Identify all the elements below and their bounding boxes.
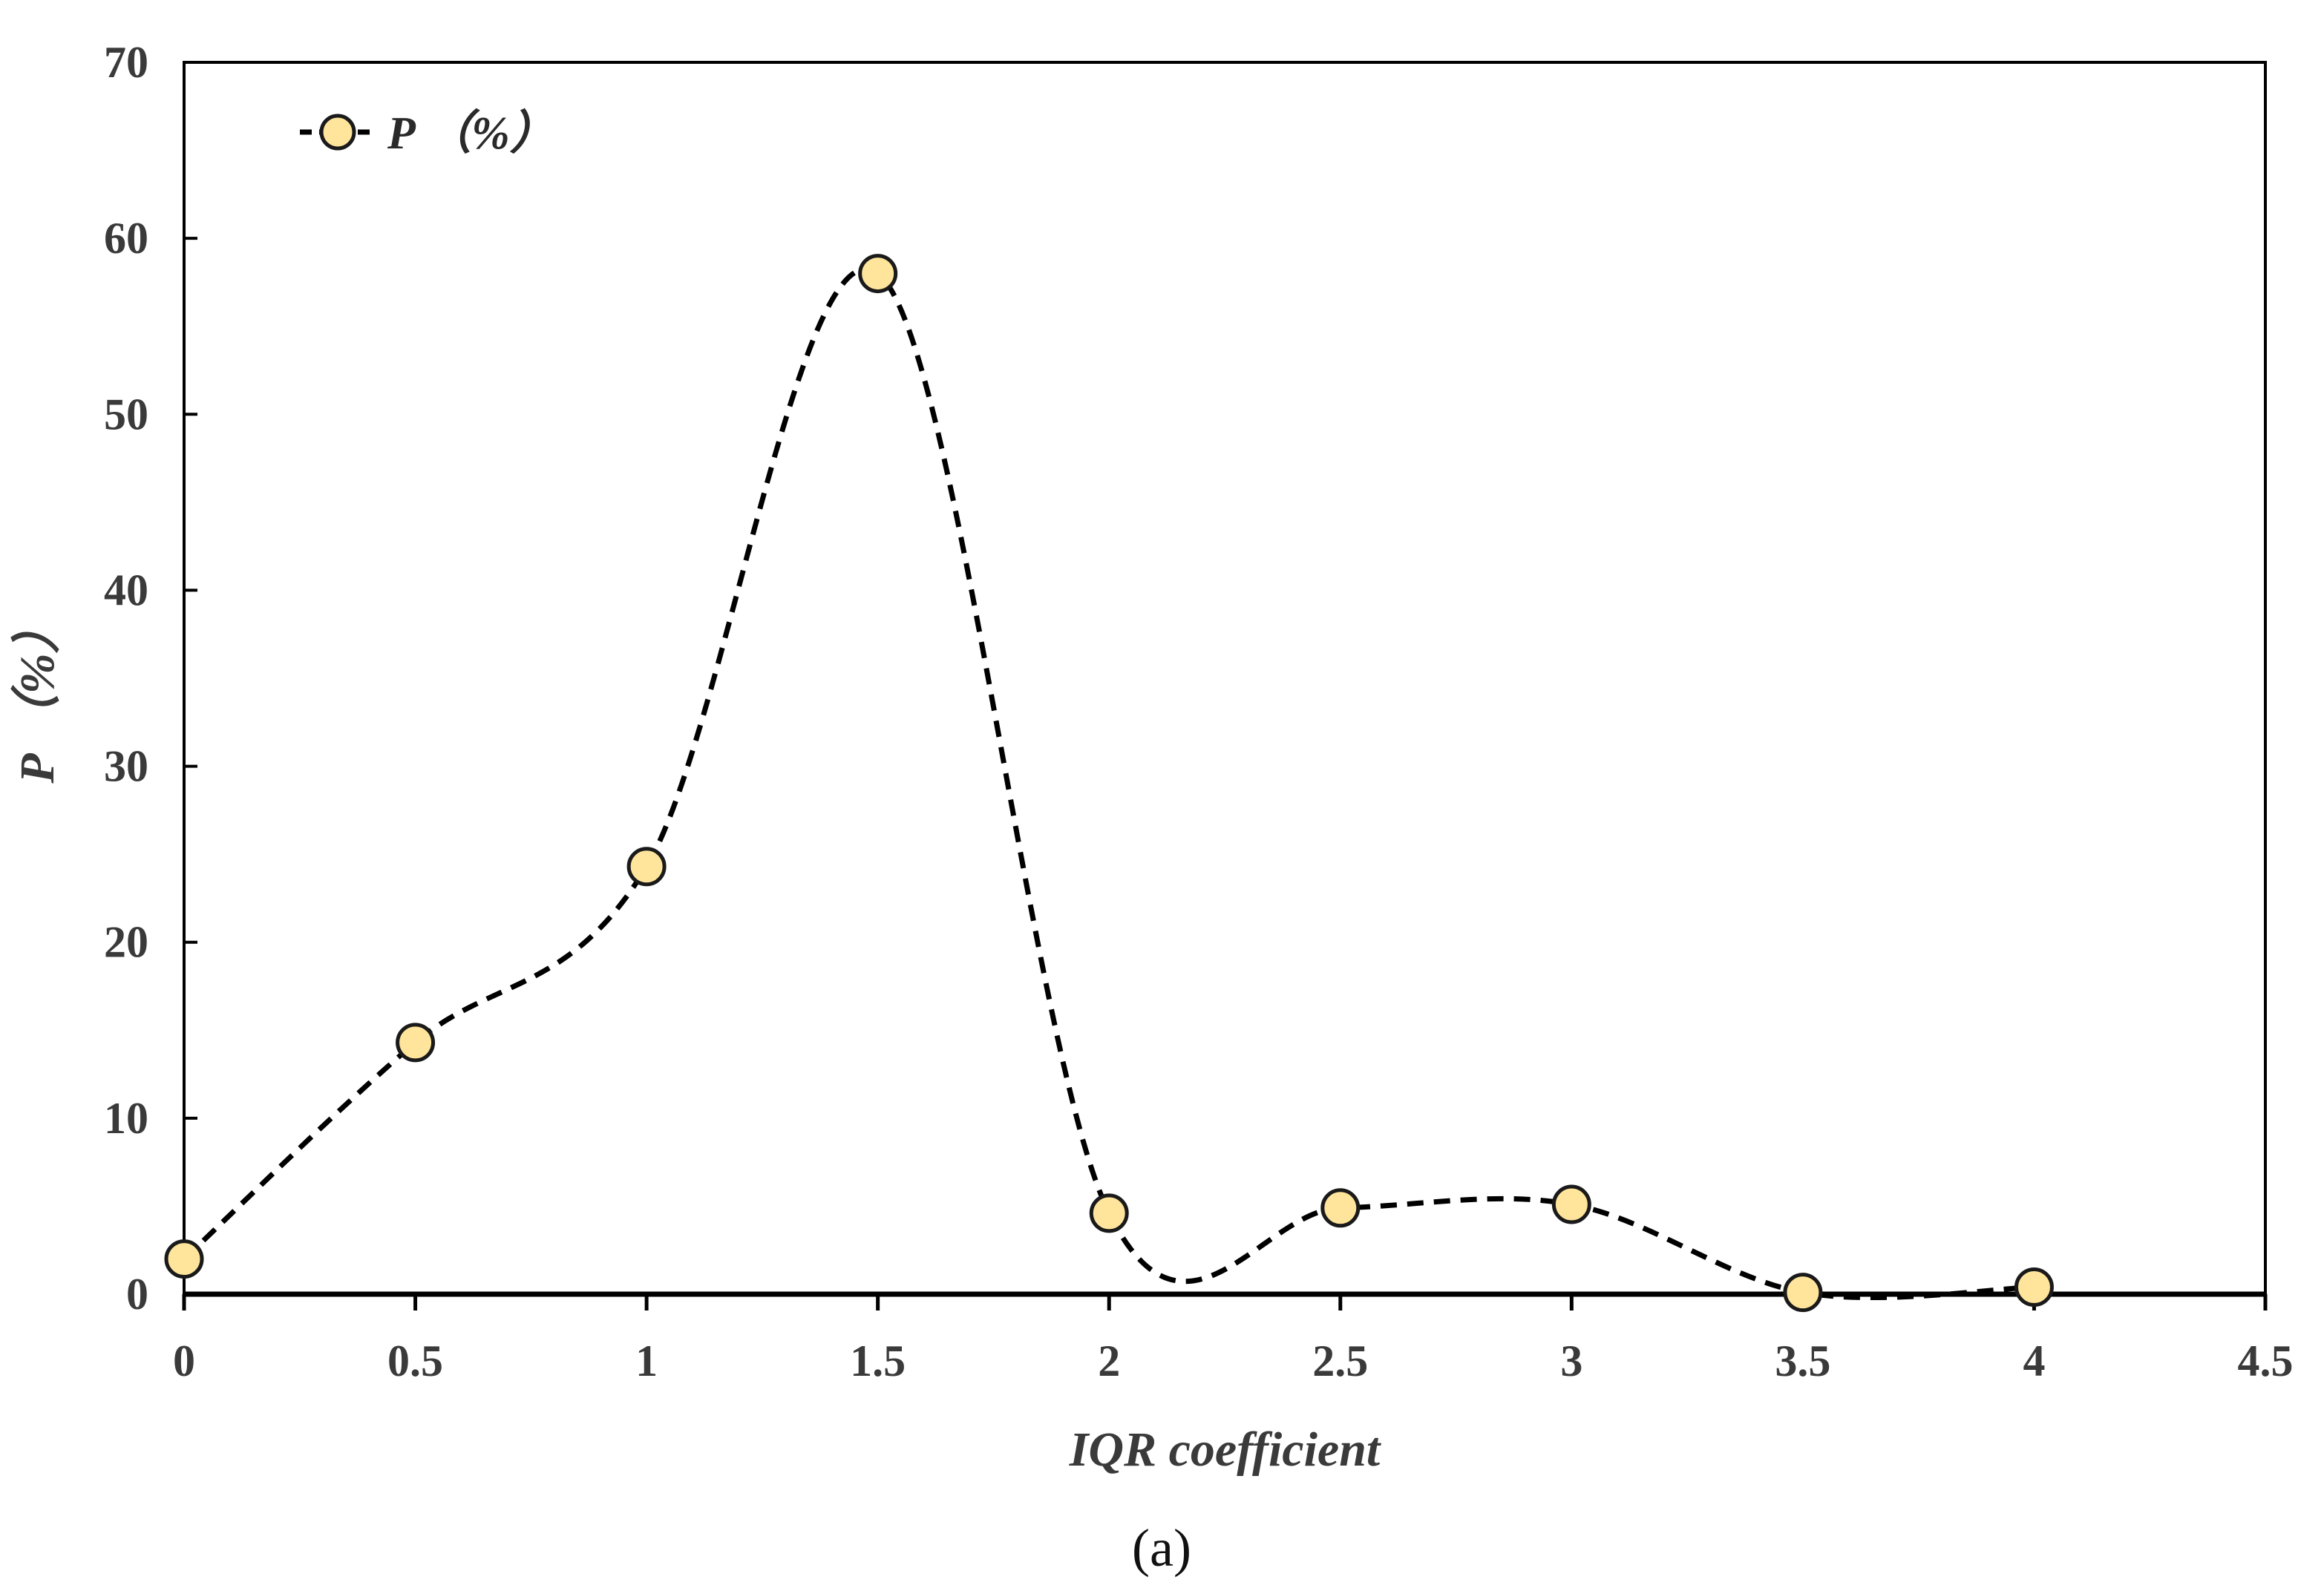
- figure-caption: (a): [1132, 1518, 1191, 1578]
- x-tick-label: 2.5: [1312, 1336, 1368, 1385]
- data-points: [164, 254, 2054, 1313]
- x-tick-label: 2: [1098, 1336, 1120, 1385]
- series-line: [182, 266, 2035, 1301]
- data-point: [396, 1023, 436, 1063]
- y-tick-label: 40: [104, 565, 148, 614]
- x-tick-label: 0: [173, 1336, 195, 1385]
- y-tick-label: 0: [126, 1270, 148, 1319]
- x-tick-label: 1: [635, 1336, 658, 1385]
- legend-label: P （%）: [387, 108, 556, 159]
- y-tick-label: 50: [104, 390, 148, 439]
- x-tick-label: 4.5: [2238, 1336, 2294, 1385]
- x-tick-label: 3: [1560, 1336, 1582, 1385]
- data-point: [1089, 1193, 1129, 1233]
- legend: P （%）: [300, 108, 556, 159]
- data-point: [626, 847, 667, 887]
- data-point: [858, 254, 898, 294]
- x-tick-label: 0.5: [387, 1336, 443, 1385]
- x-axis-title: IQR coefficient: [1069, 1423, 1381, 1477]
- y-tick-label: 30: [104, 742, 148, 791]
- x-tick-label: 1.5: [850, 1336, 906, 1385]
- y-tick-label: 20: [104, 918, 148, 967]
- plot-frame: [183, 61, 2267, 1296]
- y-axis-ticks: 0 10 20 30 40 50 60 70: [104, 38, 197, 1319]
- data-point: [164, 1239, 204, 1279]
- legend-marker: [319, 114, 356, 151]
- y-axis-title: P （%）: [10, 604, 65, 784]
- y-tick-label: 70: [104, 38, 148, 87]
- data-point: [1783, 1273, 1823, 1313]
- x-tick-label: 4: [2023, 1336, 2045, 1385]
- data-point: [1320, 1188, 1361, 1228]
- y-tick-label: 60: [104, 214, 148, 263]
- y-tick-label: 10: [104, 1094, 148, 1143]
- x-axis-ticks: 0 0.5 1 1.5 2 2.5 3 3.5 4 4.5: [173, 1294, 2294, 1385]
- data-point: [1551, 1184, 1591, 1224]
- x-tick-label: 3.5: [1775, 1336, 1830, 1385]
- data-point: [2014, 1267, 2054, 1308]
